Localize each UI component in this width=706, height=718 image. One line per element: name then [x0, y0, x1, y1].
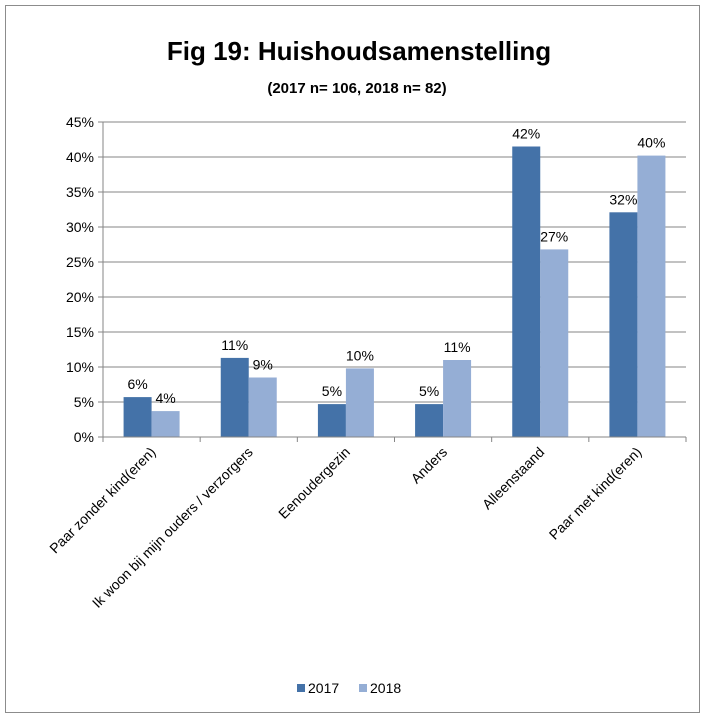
data-label: 27%	[540, 228, 568, 244]
bar-2017	[317, 404, 346, 437]
data-label: 42%	[512, 126, 540, 142]
legend-label: 2018	[370, 680, 401, 696]
chart-frame	[5, 5, 700, 713]
y-axis: 0% 5% 10% 15% 20% 25% 30% 35% 40% 45%	[66, 114, 104, 445]
data-label: 40%	[637, 135, 665, 151]
data-label: 4%	[155, 390, 175, 406]
legend-label: 2017	[308, 680, 339, 696]
bar-2018	[248, 377, 277, 437]
x-tick-label: Eenoudergezin	[275, 444, 353, 522]
y-tick-label: 35%	[66, 184, 94, 200]
bar-2017	[220, 357, 249, 437]
bar-2017	[415, 404, 444, 437]
y-tick-label: 15%	[66, 324, 94, 340]
x-axis: Paar zonder kind(eren)Ik woon bij mijn o…	[46, 436, 687, 611]
y-tick-label: 0%	[74, 429, 94, 445]
legend-swatch	[297, 684, 305, 692]
y-tick-label: 10%	[66, 359, 94, 375]
bar-2018	[151, 411, 180, 437]
chart-subtitle: (2017 n= 106, 2018 n= 82)	[267, 80, 446, 97]
bar-2018	[345, 368, 374, 437]
x-tick-label: Alleenstaand	[479, 444, 548, 513]
bar-2018	[443, 360, 472, 437]
data-label: 5%	[419, 383, 439, 399]
data-label: 11%	[444, 339, 471, 355]
bar-2017	[609, 212, 638, 437]
data-label: 10%	[346, 347, 374, 363]
y-tick-label: 5%	[74, 394, 94, 410]
y-tick-label: 30%	[66, 219, 94, 235]
bar-2018	[637, 155, 666, 437]
bar-2018	[540, 249, 569, 437]
y-tick-label: 40%	[66, 149, 94, 165]
gridlines	[103, 121, 686, 438]
chart-title: Fig 19: Huishoudsamenstelling	[167, 36, 551, 66]
bars	[123, 146, 666, 437]
data-label: 5%	[322, 383, 342, 399]
x-tick-label: Paar met kind(eren)	[546, 444, 645, 543]
data-label: 6%	[127, 376, 147, 392]
x-tick-label: Ik woon bij mijn ouders / verzorgers	[89, 444, 256, 611]
data-label: 11%	[221, 337, 248, 353]
data-labels: 6% 4% 11% 9% 5% 10% 5% 11% 42% 27% 32% 40%	[127, 126, 665, 407]
bar-2017	[512, 146, 541, 437]
y-tick-label: 25%	[66, 254, 94, 270]
x-tick-label: Anders	[408, 444, 451, 487]
legend-swatch	[359, 684, 367, 692]
legend: 2017 2018	[297, 680, 401, 696]
bar-2017	[123, 397, 152, 437]
y-tick-label: 45%	[66, 114, 94, 130]
data-label: 32%	[609, 191, 637, 207]
data-label: 9%	[253, 357, 273, 373]
x-tick-label: Paar zonder kind(eren)	[46, 444, 159, 557]
y-tick-label: 20%	[66, 289, 94, 305]
